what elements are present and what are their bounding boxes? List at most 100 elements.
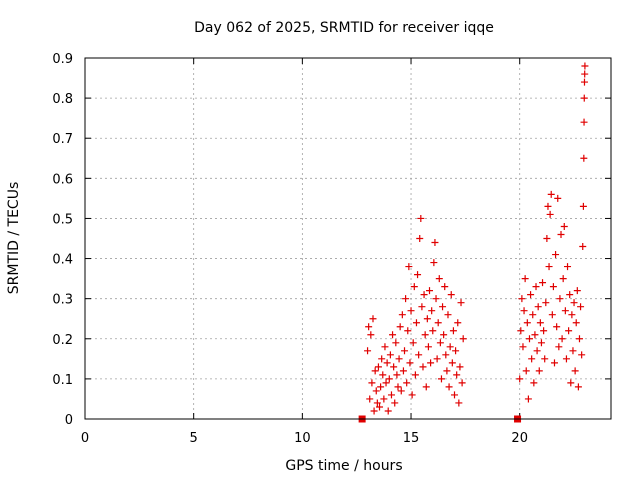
data-point xyxy=(422,383,430,391)
data-point xyxy=(391,399,399,407)
data-point xyxy=(423,315,431,323)
data-point xyxy=(407,307,415,315)
data-point xyxy=(524,395,532,403)
data-point xyxy=(458,379,466,387)
data-point xyxy=(548,311,556,319)
axis-ticks: 0 0.1 0.2 0.3 0.4 0.5 0.6 0.7 0.8 0.9 0 5 10 15 20 xyxy=(52,52,611,446)
data-point xyxy=(520,307,528,315)
data-point xyxy=(406,359,414,367)
data-point xyxy=(368,379,376,387)
data-point xyxy=(429,327,437,335)
data-point xyxy=(454,319,462,327)
data-point xyxy=(518,295,526,303)
data-point xyxy=(566,291,574,299)
data-point xyxy=(441,283,449,291)
data-point xyxy=(446,343,454,351)
data-point xyxy=(517,327,525,335)
data-point xyxy=(380,395,388,403)
data-point xyxy=(384,407,392,415)
data-point xyxy=(580,154,588,162)
data-point xyxy=(410,283,418,291)
data-point xyxy=(409,339,417,347)
data-point xyxy=(578,351,586,359)
data-point xyxy=(547,190,555,198)
data-point xyxy=(418,303,426,311)
data-point xyxy=(516,375,524,383)
data-point xyxy=(377,383,385,391)
data-point xyxy=(572,319,580,327)
data-point xyxy=(521,275,529,283)
data-point xyxy=(415,351,423,359)
data-point xyxy=(393,371,401,379)
data-point xyxy=(564,263,572,271)
data-point xyxy=(401,347,409,355)
data-point xyxy=(389,331,397,339)
data-point xyxy=(523,319,531,327)
x-tick-label: 20 xyxy=(511,431,528,446)
data-point xyxy=(580,94,588,102)
data-point xyxy=(431,239,439,247)
grid-lines xyxy=(85,58,611,419)
data-point xyxy=(381,343,389,351)
data-point xyxy=(428,307,436,315)
y-tick-label: 0.3 xyxy=(52,293,73,308)
data-point xyxy=(557,230,565,238)
data-point xyxy=(374,363,382,371)
data-point xyxy=(402,295,410,303)
data-point xyxy=(554,194,562,202)
data-point xyxy=(416,235,424,242)
data-point xyxy=(376,403,384,411)
data-point xyxy=(573,287,581,295)
x-tick-label: 15 xyxy=(403,431,420,446)
data-point xyxy=(565,327,573,335)
data-point xyxy=(430,259,438,267)
data-point xyxy=(449,327,457,335)
data-point xyxy=(367,331,375,339)
data-point xyxy=(434,319,442,327)
data-point xyxy=(399,367,407,375)
data-point xyxy=(414,271,422,279)
data-point xyxy=(561,307,569,315)
data-point xyxy=(427,359,435,367)
data-point xyxy=(369,315,377,323)
data-point xyxy=(443,367,451,375)
data-point xyxy=(452,347,460,355)
data-point xyxy=(533,347,541,355)
data-point xyxy=(558,335,566,343)
data-point xyxy=(540,327,548,335)
data-point xyxy=(396,323,404,331)
data-point xyxy=(525,335,533,343)
data-point xyxy=(448,359,456,367)
data-point xyxy=(545,263,553,271)
data-point xyxy=(453,371,461,379)
y-tick-label: 0.2 xyxy=(52,333,73,348)
data-point xyxy=(439,303,447,311)
data-point xyxy=(522,367,530,375)
data-point xyxy=(405,263,413,271)
data-point xyxy=(553,323,561,331)
data-point xyxy=(408,391,416,399)
data-point xyxy=(419,363,427,371)
data-point xyxy=(420,291,428,299)
data-point xyxy=(574,383,582,391)
data-point xyxy=(386,351,394,359)
data-point xyxy=(529,311,537,319)
data-point xyxy=(371,367,379,375)
y-axis-label: SRMTID / TECUs xyxy=(6,182,22,295)
data-point xyxy=(530,379,538,387)
data-point xyxy=(581,62,589,70)
data-point xyxy=(378,355,386,363)
data-point xyxy=(552,251,560,259)
plot-frame xyxy=(84,57,612,420)
data-point xyxy=(519,343,527,351)
data-point xyxy=(570,299,578,307)
y-tick-label: 0.8 xyxy=(52,92,73,107)
data-point xyxy=(579,202,587,210)
data-point xyxy=(534,303,542,311)
x-axis-label: GPS time / hours xyxy=(285,458,402,474)
chart-title: Day 062 of 2025, SRMTID for receiver iqq… xyxy=(194,20,494,36)
x-tick-label: 5 xyxy=(190,431,198,446)
data-point xyxy=(372,387,380,395)
data-point xyxy=(432,295,440,303)
